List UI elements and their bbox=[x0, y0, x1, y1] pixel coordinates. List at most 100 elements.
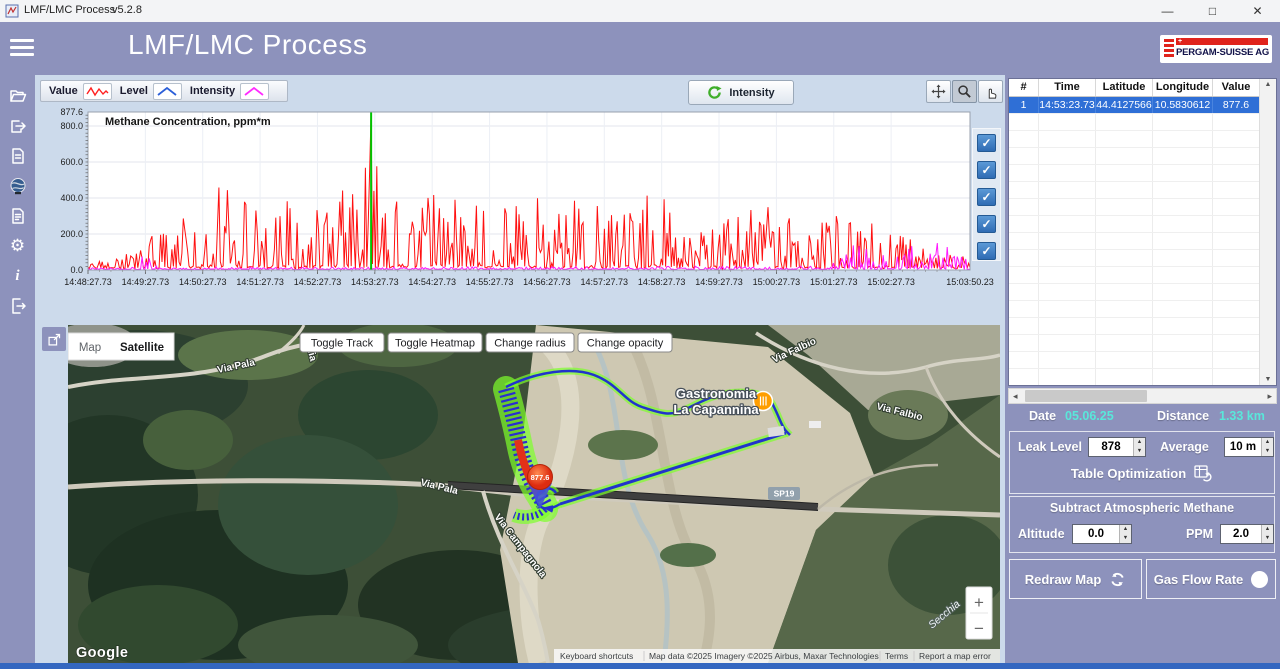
redraw-map-button[interactable]: Redraw Map bbox=[1009, 559, 1142, 599]
scroll-down-icon[interactable]: ▼ bbox=[1264, 376, 1272, 383]
title-bar: LMF/LMC Process v5.2.8 — □ ✕ bbox=[0, 0, 1280, 23]
export-icon[interactable] bbox=[9, 117, 27, 135]
svg-text:14:57:27.73: 14:57:27.73 bbox=[581, 277, 629, 287]
table-row[interactable] bbox=[1009, 114, 1260, 131]
svg-text:14:50:27.73: 14:50:27.73 bbox=[179, 277, 227, 287]
chart-ticks: 877.6 800.0 600.0 400.0 200.0 0.0 14:48:27.73 1… bbox=[60, 107, 993, 287]
legend-item-value[interactable]: Value bbox=[49, 82, 112, 100]
svg-text:SP19: SP19 bbox=[774, 489, 795, 499]
table-optimization-button[interactable]: Table Optimization bbox=[1010, 464, 1274, 483]
maximize-button[interactable]: □ bbox=[1208, 4, 1217, 18]
change-radius-button[interactable]: Change radius bbox=[485, 332, 575, 353]
settings-icon[interactable]: ⚙ bbox=[9, 236, 26, 255]
table-row[interactable] bbox=[1009, 267, 1260, 284]
data-table: # Time Latitude Longitude Value 1 14:53:2… bbox=[1008, 78, 1277, 386]
close-button[interactable]: ✕ bbox=[1252, 4, 1263, 18]
spinner-arrows[interactable]: ▲ ▼ bbox=[1133, 438, 1145, 456]
intensity-button[interactable]: Intensity bbox=[688, 80, 794, 105]
table-body: 1 14:53:23.73 44.4127566 10.5830612 877.6 bbox=[1009, 97, 1276, 385]
table-vertical-scrollbar[interactable]: ▲ ▼ bbox=[1259, 79, 1276, 385]
col-header-value[interactable]: Value bbox=[1213, 79, 1260, 96]
report-map-error-link[interactable]: Report a map error bbox=[919, 651, 991, 661]
leak-level-input[interactable]: 878 ▲ ▼ bbox=[1088, 437, 1146, 457]
terms-link[interactable]: Terms bbox=[885, 651, 908, 661]
toggle-heatmap-button[interactable]: Toggle Heatmap bbox=[387, 332, 483, 353]
gas-flow-rate-button[interactable]: Gas Flow Rate bbox=[1146, 559, 1276, 599]
scroll-left-icon[interactable]: ◂ bbox=[1013, 391, 1018, 401]
poi-name-line1: Gastronomia bbox=[676, 386, 757, 401]
open-file-icon[interactable] bbox=[9, 87, 27, 105]
scroll-up-icon[interactable]: ▲ bbox=[1264, 81, 1272, 88]
report-file-icon[interactable] bbox=[9, 207, 27, 225]
table-row[interactable] bbox=[1009, 335, 1260, 352]
col-header-latitude[interactable]: Latitude bbox=[1096, 79, 1153, 96]
document-icon[interactable] bbox=[9, 147, 27, 165]
exit-icon[interactable] bbox=[9, 297, 27, 315]
col-header-longitude[interactable]: Longitude bbox=[1153, 79, 1213, 96]
table-row[interactable] bbox=[1009, 165, 1260, 182]
zoom-in-button[interactable]: + bbox=[974, 593, 984, 612]
spinner-arrows[interactable]: ▲ ▼ bbox=[1119, 525, 1131, 543]
methane-chart[interactable]: 877.6 800.0 600.0 400.0 200.0 0.0 14:48:27.73 1… bbox=[58, 106, 1003, 306]
table-row[interactable] bbox=[1009, 199, 1260, 216]
expand-map-icon[interactable] bbox=[42, 327, 66, 351]
scrollbar-thumb[interactable] bbox=[1025, 390, 1147, 402]
svg-text:800.0: 800.0 bbox=[60, 121, 83, 131]
keyboard-shortcuts-link[interactable]: Keyboard shortcuts bbox=[560, 651, 633, 661]
map-zoom-control: + − bbox=[965, 586, 993, 640]
legend-item-intensity[interactable]: Intensity bbox=[190, 82, 270, 100]
change-opacity-button[interactable]: Change opacity bbox=[577, 332, 673, 353]
poi-la-capannina[interactable]: Gastronomia La Capannina bbox=[672, 385, 774, 418]
series-visibility-checkbox[interactable]: ✓ bbox=[977, 242, 996, 260]
spinner-arrows[interactable]: ▲ ▼ bbox=[1261, 438, 1273, 456]
col-header-time[interactable]: Time bbox=[1039, 79, 1096, 96]
ppm-input[interactable]: 2.0 ▲ ▼ bbox=[1220, 524, 1274, 544]
svg-text:15:01:27.73: 15:01:27.73 bbox=[810, 277, 858, 287]
table-row[interactable] bbox=[1009, 352, 1260, 369]
pan-tool-icon[interactable] bbox=[926, 80, 951, 103]
table-row[interactable] bbox=[1009, 131, 1260, 148]
average-input[interactable]: 10 m ▲ ▼ bbox=[1224, 437, 1274, 457]
spinner-arrows[interactable]: ▲ ▼ bbox=[1261, 525, 1273, 543]
minimize-button[interactable]: — bbox=[1161, 4, 1174, 18]
svg-text:15:02:27.73: 15:02:27.73 bbox=[867, 277, 915, 287]
series-visibility-checkbox[interactable]: ✓ bbox=[977, 215, 996, 233]
zoom-tool-icon[interactable] bbox=[952, 80, 977, 103]
hand-tool-icon[interactable] bbox=[978, 80, 1003, 103]
svg-text:14:52:27.73: 14:52:27.73 bbox=[294, 277, 342, 287]
marker-value: 877.6 bbox=[531, 473, 550, 482]
table-refresh-icon bbox=[1194, 465, 1212, 482]
altitude-input[interactable]: 0.0 ▲ ▼ bbox=[1072, 524, 1132, 544]
series-visibility-checkbox[interactable]: ✓ bbox=[977, 188, 996, 206]
peak-marker[interactable]: 877.6 bbox=[527, 464, 553, 510]
chart-legend: Value Level Intensity bbox=[40, 80, 288, 102]
table-row[interactable] bbox=[1009, 301, 1260, 318]
brand-logo: + PERGAM-SUISSE AG bbox=[1160, 35, 1272, 63]
table-header: # Time Latitude Longitude Value bbox=[1009, 79, 1260, 97]
scroll-right-icon[interactable]: ▸ bbox=[1267, 391, 1272, 401]
col-header-index[interactable]: # bbox=[1009, 79, 1039, 96]
map-type-map[interactable]: Map bbox=[79, 342, 101, 354]
table-row[interactable] bbox=[1009, 369, 1260, 385]
distance-value: 1.33 km bbox=[1219, 409, 1265, 423]
map[interactable]: 877.6 Gastronomia La Capannina Via Pala … bbox=[68, 325, 1000, 663]
menu-icon[interactable] bbox=[10, 39, 34, 58]
series-visibility-checkbox[interactable]: ✓ bbox=[977, 161, 996, 179]
series-visibility-checkbox[interactable]: ✓ bbox=[977, 134, 996, 152]
table-row[interactable] bbox=[1009, 216, 1260, 233]
toggle-track-button[interactable]: Toggle Track bbox=[299, 332, 385, 353]
google-earth-icon[interactable] bbox=[9, 177, 27, 195]
map-type-satellite[interactable]: Satellite bbox=[120, 342, 164, 354]
info-icon[interactable]: i bbox=[15, 267, 20, 284]
table-row[interactable] bbox=[1009, 250, 1260, 267]
table-row[interactable]: 1 14:53:23.73 44.4127566 10.5830612 877.6 bbox=[1009, 97, 1260, 114]
table-horizontal-scrollbar[interactable]: ◂ ▸ bbox=[1008, 388, 1277, 404]
table-row[interactable] bbox=[1009, 148, 1260, 165]
svg-text:Change radius: Change radius bbox=[494, 338, 566, 350]
legend-item-level[interactable]: Level bbox=[120, 82, 182, 100]
table-row[interactable] bbox=[1009, 182, 1260, 199]
table-row[interactable] bbox=[1009, 318, 1260, 335]
zoom-out-button[interactable]: − bbox=[974, 619, 984, 638]
table-row[interactable] bbox=[1009, 233, 1260, 250]
table-row[interactable] bbox=[1009, 284, 1260, 301]
